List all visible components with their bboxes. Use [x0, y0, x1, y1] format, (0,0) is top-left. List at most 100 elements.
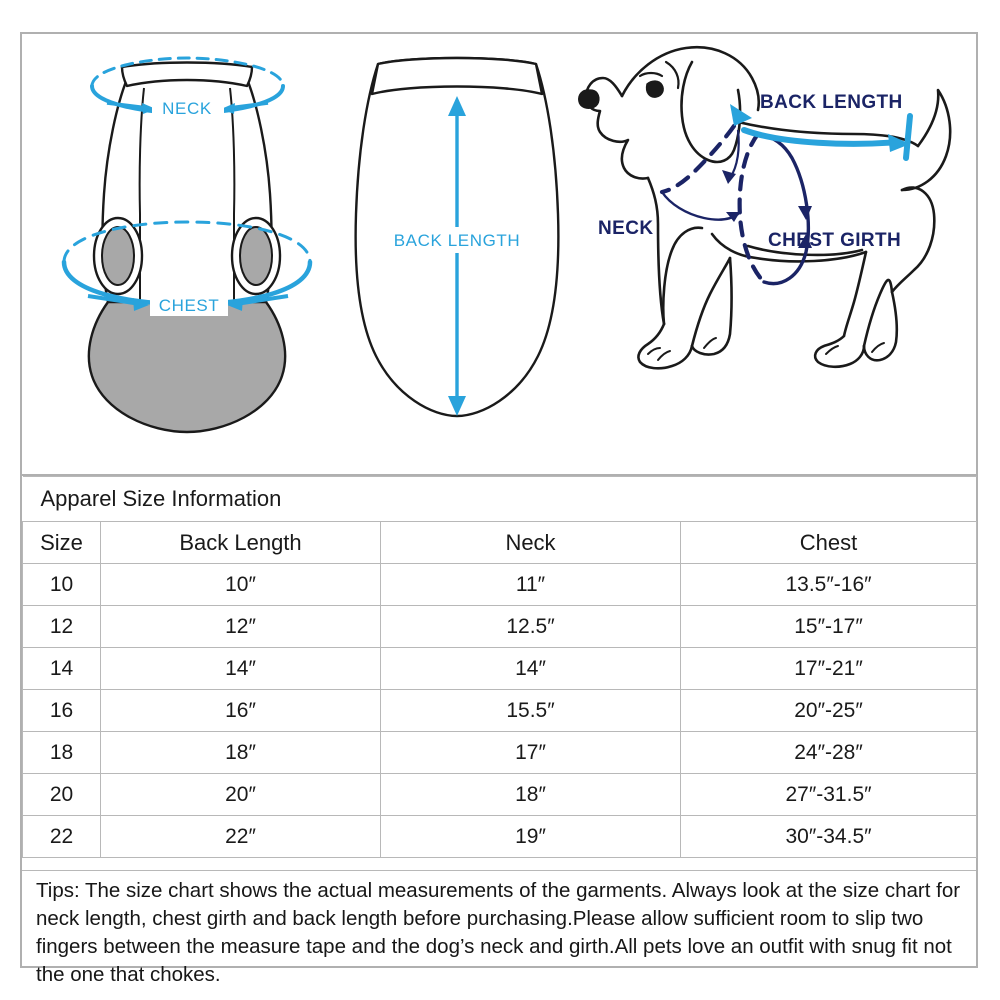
- back-length-end-tick: [903, 113, 913, 161]
- dog-nose: [578, 89, 600, 109]
- neck-label: NECK: [162, 99, 212, 118]
- chest-arrow-right-head: [227, 298, 243, 311]
- tips-text: Tips: The size chart shows the actual me…: [22, 870, 976, 986]
- cell-neck: 12.5″: [380, 605, 681, 648]
- cell-chest: 13.5″-16″: [679, 563, 978, 606]
- dog-toe-5: [871, 342, 885, 353]
- table-header-row: Size Back Length Neck Chest: [22, 521, 978, 564]
- table-row: 22 22″ 19″ 30″-34.5″: [22, 815, 978, 858]
- dog-neck-label: NECK: [598, 218, 653, 239]
- cell-back-length: 22″: [100, 815, 381, 858]
- garment-skirt-panel: [87, 300, 287, 434]
- neck-loop-solid-back: [660, 190, 740, 221]
- dog-toe-2: [657, 350, 671, 361]
- dog-brow: [638, 71, 664, 78]
- leg-hole-left-inner: [101, 226, 135, 286]
- cell-back-length: 12″: [100, 605, 381, 648]
- chest-arrow-left-head: [133, 298, 149, 311]
- dog-hind-paw-right: [862, 290, 899, 362]
- back-length-label: BACK LENGTH: [394, 231, 521, 250]
- back-length-arrow-head-right: [888, 134, 910, 152]
- dog-hind-leg-2: [862, 278, 894, 348]
- cell-chest: 20″-25″: [679, 689, 978, 732]
- cell-size: 16: [22, 689, 101, 732]
- column-header-back-length: Back Length: [100, 521, 381, 564]
- dog-throat-front: [646, 176, 666, 326]
- apparel-size-table: Apparel Size Information Size Back Lengt…: [22, 476, 978, 858]
- table-title-row: Apparel Size Information: [22, 476, 977, 522]
- dog-ear: [680, 60, 742, 164]
- dog-rump: [890, 186, 936, 294]
- chart-frame: NECK CHEST: [20, 32, 978, 986]
- neck-arrow-right-head: [221, 103, 235, 114]
- cell-neck: 19″: [380, 815, 681, 858]
- dog-hind-leg-front: [842, 250, 868, 338]
- dog-front-leg-back-edge: [661, 226, 704, 326]
- table-row: 14 14″ 14″ 17″-21″: [22, 647, 978, 690]
- chest-label: CHEST: [159, 296, 220, 315]
- table-row: 16 16″ 15.5″ 20″-25″: [22, 689, 978, 732]
- table-row: 12 12″ 12.5″ 15″-17″: [22, 605, 978, 648]
- table-title: Apparel Size Information: [22, 476, 977, 522]
- cell-neck: 17″: [380, 731, 681, 774]
- cell-neck: 18″: [380, 773, 681, 816]
- neck-ring-dashed: [90, 56, 285, 88]
- dog-measurement-illustration: NECK CHEST GIRTH BACK LENGTH: [562, 34, 972, 434]
- neck-arrow-left-shaft: [106, 101, 149, 110]
- leg-hole-right-inner: [239, 226, 273, 286]
- cell-back-length: 18″: [100, 731, 381, 774]
- cell-back-length: 20″: [100, 773, 381, 816]
- cell-chest: 15″-17″: [679, 605, 978, 648]
- dog-chest-girth-label: CHEST GIRTH: [768, 230, 901, 251]
- dog-belly: [710, 232, 868, 263]
- back-length-arrow-head-top: [448, 96, 466, 116]
- chest-arrow-left-shaft: [87, 294, 141, 306]
- dog-hind-paw-left: [813, 334, 866, 369]
- back-length-curve: [741, 127, 901, 147]
- dog-toe-1: [647, 347, 661, 355]
- cell-neck: 11″: [380, 563, 681, 606]
- neck-arrow-left-head: [142, 103, 156, 114]
- chest-arrow-right-shaft: [235, 294, 289, 306]
- chest-ring-dashed: [62, 220, 312, 264]
- cell-back-length: 16″: [100, 689, 381, 732]
- cell-chest: 17″-21″: [679, 647, 978, 690]
- chest-girth-arrow-down: [798, 206, 812, 220]
- cell-chest: 30″-34.5″: [679, 815, 978, 858]
- garment-back-view: BACK LENGTH: [342, 34, 572, 434]
- cell-chest: 27″-31.5″: [679, 773, 978, 816]
- cell-size: 22: [22, 815, 101, 858]
- neck-loop-inner-arrow: [722, 170, 736, 184]
- dog-toe-3: [703, 337, 717, 349]
- table-row: 20 20″ 18″ 27″-31.5″: [22, 773, 978, 816]
- table-row: 18 18″ 17″ 24″-28″: [22, 731, 978, 774]
- chest-girth-arrow-up: [798, 234, 812, 248]
- dog-topline: [736, 120, 920, 148]
- dog-forehead-crease: [664, 60, 680, 90]
- column-header-chest: Chest: [679, 521, 978, 564]
- cell-neck: 14″: [380, 647, 681, 690]
- cell-size: 10: [22, 563, 101, 606]
- table-row: 10 10″ 11″ 13.5″-16″: [22, 563, 978, 606]
- neck-arrow-right-shaft: [228, 101, 269, 110]
- chest-girth-dashed: [737, 131, 767, 285]
- diagram-band: NECK CHEST: [22, 34, 976, 476]
- cell-back-length: 14″: [100, 647, 381, 690]
- back-length-label-backdrop: [370, 227, 544, 253]
- dog-toe-4: [825, 345, 839, 355]
- garment-front-view: NECK CHEST: [52, 34, 322, 434]
- cell-size: 14: [22, 647, 101, 690]
- column-header-neck: Neck: [380, 521, 681, 564]
- dog-head-top: [620, 45, 761, 112]
- neck-loop-arrow: [726, 212, 740, 222]
- cell-neck: 15.5″: [380, 689, 681, 732]
- cell-size: 12: [22, 605, 101, 648]
- garment-seam-left: [138, 87, 145, 302]
- garment-collar-band: [120, 61, 254, 88]
- back-length-arrow-head-bottom: [448, 396, 466, 416]
- cell-chest: 24″-28″: [679, 731, 978, 774]
- garment-back-collar: [370, 56, 544, 96]
- cell-back-length: 10″: [100, 563, 381, 606]
- column-header-size: Size: [22, 521, 101, 564]
